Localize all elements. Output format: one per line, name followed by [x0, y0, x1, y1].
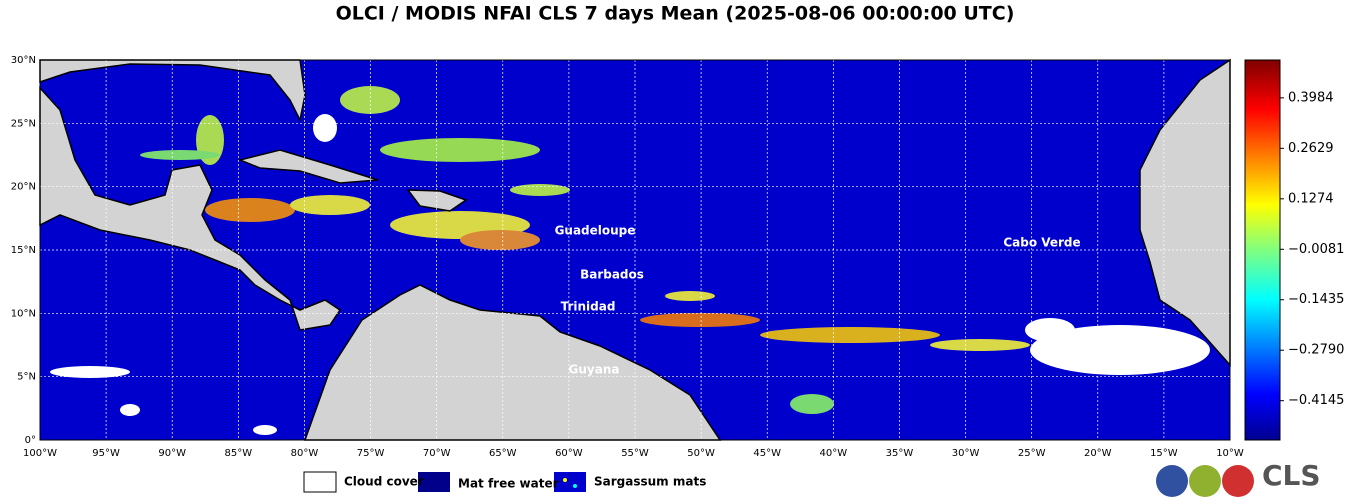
place-label: Barbados — [580, 268, 644, 282]
x-tick-label: 35°W — [886, 448, 914, 459]
colorbar-tick-label: −0.2790 — [1288, 343, 1344, 358]
legend: Cloud cover Mat free water Sargassum mat… — [303, 471, 706, 493]
map-frame — [39, 59, 1231, 441]
x-tick-label: 100°W — [23, 448, 57, 459]
colorbar-tick-label: 0.1274 — [1288, 191, 1334, 206]
y-tick-label: 20°N — [11, 182, 36, 193]
x-tick-label: 50°W — [687, 448, 715, 459]
legend-label: Sargassum mats — [594, 475, 706, 489]
place-label: Guadeloupe — [555, 224, 636, 238]
x-tick-label: 75°W — [357, 448, 385, 459]
colorbar-tick-label: −0.1435 — [1288, 292, 1344, 307]
colorbar-tick-label: 0.3984 — [1288, 90, 1334, 105]
x-tick-label: 70°W — [423, 448, 451, 459]
central-america — [39, 86, 342, 331]
place-label: Trinidad — [561, 300, 616, 314]
y-tick-label: 15°N — [11, 245, 36, 256]
colorbar-tick-label: −0.4145 — [1288, 393, 1344, 408]
x-tick-label: 60°W — [555, 448, 583, 459]
place-label: Cabo Verde — [1003, 236, 1080, 250]
x-tick-label: 55°W — [621, 448, 649, 459]
x-tick-label: 95°W — [92, 448, 120, 459]
legend-swatch — [418, 472, 450, 492]
x-tick-label: 30°W — [952, 448, 980, 459]
y-tick-label: 5°N — [17, 372, 36, 383]
x-tick-label: 10°W — [1216, 448, 1244, 459]
x-tick-label: 80°W — [291, 448, 319, 459]
colorbar-tick-label: 0.2629 — [1288, 141, 1334, 156]
title: OLCI / MODIS NFAI CLS 7 days Mean (2025-… — [336, 3, 1015, 25]
y-tick-label: 25°N — [11, 118, 36, 129]
y-tick-label: 0° — [25, 435, 36, 446]
x-tick-label: 20°W — [1084, 448, 1112, 459]
sargassum — [140, 86, 1030, 414]
x-tick-label: 25°W — [1018, 448, 1046, 459]
x-tick-label: 85°W — [225, 448, 253, 459]
y-tick-label: 30°N — [11, 55, 36, 66]
y-tick-label: 10°N — [11, 308, 36, 319]
legend-label: Mat free water — [458, 477, 559, 491]
legend-swatch — [303, 471, 337, 493]
africa — [1139, 58, 1231, 367]
logo: CLS — [1156, 459, 1321, 497]
legend-label: Cloud cover — [344, 475, 424, 489]
colorbar-tick-label: −0.0081 — [1288, 242, 1344, 257]
x-tick-label: 40°W — [820, 448, 848, 459]
map — [39, 58, 1231, 441]
legend-swatch — [554, 472, 586, 492]
cloud-cover — [50, 114, 1210, 435]
north-america — [39, 59, 306, 123]
cuba — [237, 149, 379, 184]
x-tick-label: 15°W — [1150, 448, 1178, 459]
colorbar — [1244, 59, 1281, 441]
place-label: Guyana — [569, 363, 620, 377]
x-tick-label: 65°W — [489, 448, 517, 459]
logo-text: CLS — [1262, 459, 1321, 492]
x-tick-label: 45°W — [753, 448, 781, 459]
x-tick-label: 90°W — [158, 448, 186, 459]
